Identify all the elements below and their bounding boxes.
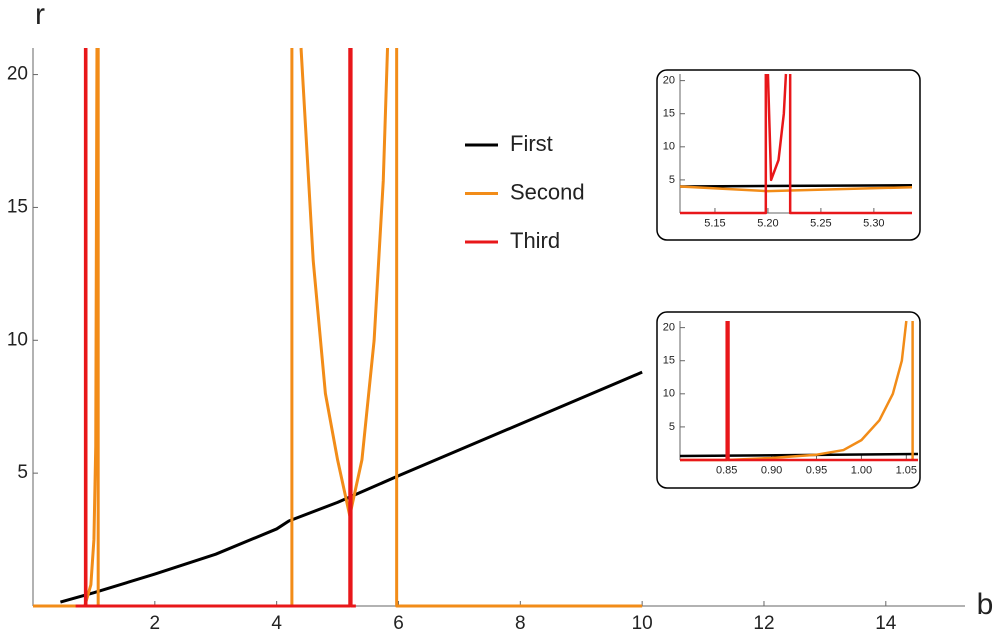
y-tick-label: 10 [7,329,28,350]
x-tick-label: 10 [632,613,653,634]
x-tick-label: 1.05 [896,464,917,476]
y-tick-label: 15 [663,108,675,120]
legend-label: Second [510,179,585,204]
y-tick-label: 20 [7,64,28,85]
series-line [680,321,918,462]
x-tick-label: 4 [271,613,282,634]
y-tick-label: 20 [663,322,675,334]
y-tick-label: 10 [663,141,675,153]
series-line [680,73,912,215]
y-tick-label: 5 [669,421,675,433]
x-tick-label: 5.15 [704,217,725,229]
y-tick-label: 15 [7,196,28,217]
x-tick-label: 5.25 [810,217,831,229]
x-tick-label: 12 [753,613,774,634]
y-tick-label: 10 [663,388,675,400]
legend-label: First [510,131,553,156]
x-axis-label: b [977,588,994,621]
x-tick-label: 0.85 [716,464,737,476]
y-tick-label: 5 [669,174,675,186]
x-tick-label: 2 [150,613,161,634]
series-line [75,47,356,608]
x-tick-label: 0.90 [761,464,782,476]
y-tick-label: 5 [17,462,28,483]
series-line [60,370,643,604]
x-tick-label: 6 [393,613,404,634]
y-axis-label: r [35,0,45,31]
series-line [679,185,913,193]
x-tick-label: 0.95 [806,464,827,476]
x-tick-label: 5.20 [757,217,778,229]
x-tick-label: 14 [875,613,897,634]
y-tick-label: 20 [663,75,675,87]
legend-label: Third [510,228,560,253]
x-tick-label: 5.30 [863,217,884,229]
x-tick-label: 8 [515,613,526,634]
inset-frame [656,311,921,489]
y-tick-label: 15 [663,355,675,367]
series-line [679,183,913,188]
x-tick-label: 1.00 [851,464,872,476]
inset-frame [656,69,921,241]
